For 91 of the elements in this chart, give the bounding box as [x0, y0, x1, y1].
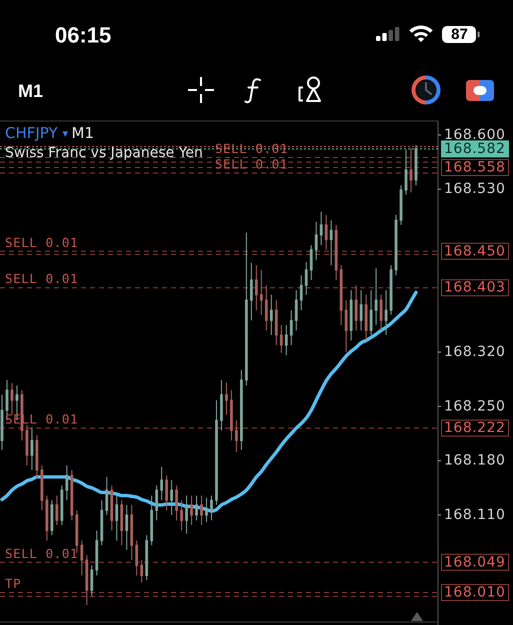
- candlestick: [0, 394, 4, 450]
- candlestick: [150, 495, 154, 546]
- candlestick: [394, 214, 398, 276]
- candlestick: [390, 264, 392, 316]
- candlestick: [324, 214, 328, 250]
- ref-line-label: 168.582: [444, 140, 506, 157]
- candlestick: [354, 284, 358, 331]
- ref-line-label: 168.403: [444, 280, 506, 296]
- candlestick: [55, 495, 58, 526]
- text: Swiss Franc vs Japanese Yen: [5, 145, 203, 161]
- y-tick-label: 168.530: [444, 181, 506, 198]
- candlestick: [300, 274, 303, 311]
- y-tick-label: 168.110: [444, 506, 506, 523]
- candlestick: [140, 559, 144, 583]
- y-tick-label: 168.180: [444, 452, 506, 469]
- candlestick: [40, 464, 44, 511]
- annotation: SELL 0.01: [5, 234, 78, 250]
- candlestick: [10, 382, 14, 416]
- ref-line-label: 168.010: [444, 584, 506, 601]
- annotation: SELL 0.01: [5, 546, 78, 561]
- candlestick: [205, 497, 208, 522]
- candlestick: [50, 500, 54, 536]
- candlestick: [304, 262, 308, 296]
- candlestick: [254, 264, 258, 311]
- ref-line-label: 168.450: [444, 243, 506, 260]
- candlestick: [195, 495, 198, 521]
- candlestick: [220, 380, 223, 431]
- candlestick: [80, 540, 84, 576]
- candlestick: [370, 290, 373, 336]
- ref-line-label: 168.222: [444, 420, 506, 436]
- candlestick: [414, 144, 418, 186]
- candlestick: [364, 294, 368, 341]
- candlestick: [105, 476, 108, 516]
- line-series: [0, 290, 418, 513]
- candlestick: [170, 480, 173, 516]
- y-tick-label: 168.250: [444, 398, 506, 414]
- y-tick-label: 168.320: [444, 344, 506, 360]
- candlestick: [180, 500, 183, 531]
- candlestick: [245, 232, 248, 386]
- candlestick: [45, 495, 48, 542]
- annotation: TP: [5, 576, 22, 592]
- chart-title: CHFJPY ▾ M1: [5, 124, 94, 142]
- candlestick: [270, 294, 273, 336]
- text: M1: [18, 81, 44, 101]
- ref-line-label: 168.049: [444, 554, 506, 570]
- candlestick: [284, 324, 288, 356]
- candlestick: [400, 184, 402, 226]
- candlestick: [65, 464, 68, 501]
- y-tick-label: 168.600: [444, 126, 506, 143]
- candlestick: [330, 220, 333, 266]
- candlestick: [175, 485, 178, 521]
- candlestick: [264, 284, 268, 331]
- candlestick: [185, 495, 188, 534]
- candlestick: [404, 149, 408, 196]
- ref-line-label: 168.558: [444, 160, 506, 176]
- candlestick: [165, 474, 168, 511]
- candlestick: [30, 426, 34, 470]
- candlestick: [290, 310, 293, 346]
- candlestick: [374, 268, 378, 326]
- candlestick: [294, 290, 298, 331]
- candlestick: [235, 420, 238, 453]
- annotation: SELL 0.01: [5, 271, 78, 286]
- candlestick: [160, 466, 164, 501]
- candlestick: [274, 300, 278, 346]
- candlestick: [384, 290, 388, 336]
- candlestick: [380, 294, 382, 331]
- candlestick: [280, 324, 283, 354]
- candlestick: [230, 390, 233, 442]
- candlestick: [26, 424, 28, 466]
- candlestick: [200, 495, 203, 526]
- candlestick: [250, 262, 253, 321]
- candlestick: [260, 269, 263, 316]
- candlestick: [360, 290, 363, 331]
- candlestick: [225, 382, 228, 416]
- candlestick: [320, 211, 323, 246]
- annotation: SELL 0.01: [214, 156, 288, 172]
- candlestick: [215, 400, 218, 506]
- candlestick: [410, 148, 412, 193]
- text: 06:15: [55, 22, 112, 48]
- text: 87: [451, 26, 468, 43]
- candlestick: [190, 495, 193, 526]
- candlestick: [115, 495, 118, 542]
- candlestick: [240, 369, 243, 450]
- candlestick: [60, 485, 64, 526]
- candlestick: [344, 300, 348, 353]
- candlestick: [36, 434, 38, 480]
- candlestick: [314, 221, 318, 260]
- candlestick: [125, 504, 128, 550]
- candlestick: [210, 495, 213, 521]
- candlestick: [155, 485, 158, 521]
- annotation: SELL 0.01: [214, 140, 288, 156]
